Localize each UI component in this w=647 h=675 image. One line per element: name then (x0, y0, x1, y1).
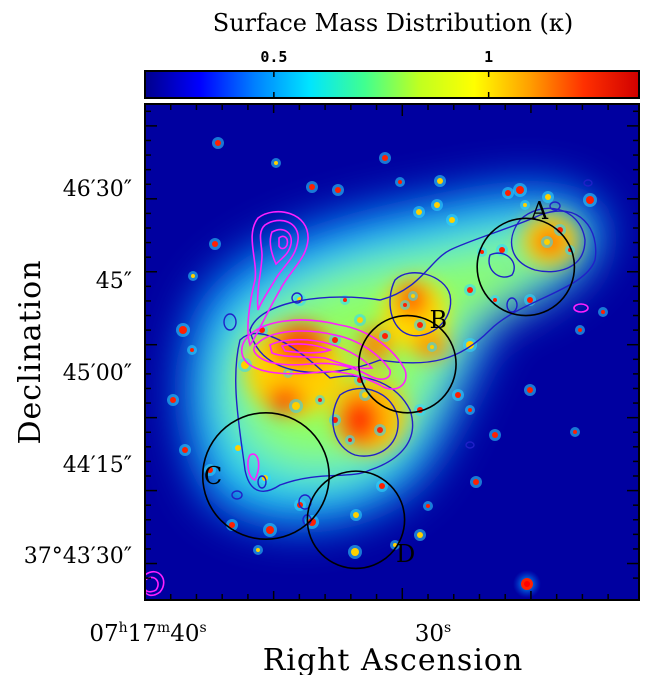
galaxy-point (545, 194, 551, 200)
galaxy-points (167, 137, 608, 559)
x-tick-labels: 07h17m40s 30s (89, 620, 451, 647)
galaxy-point (434, 202, 440, 208)
galaxy-point (170, 397, 176, 403)
x-tick-label: 07h17m40s (89, 620, 206, 647)
galaxy-point (382, 155, 388, 161)
galaxy-point (455, 392, 461, 398)
galaxy-point (473, 479, 479, 485)
galaxy-point (351, 548, 359, 556)
y-tick-label: 45″ (96, 269, 132, 294)
colorbar-ticks: 0.5 1 (260, 48, 493, 98)
galaxy-point (332, 417, 338, 423)
subcluster-circle-d (306, 470, 406, 570)
galaxy-point (416, 209, 422, 215)
galaxy-point (382, 333, 388, 339)
subcluster-label-c: C (204, 462, 222, 490)
galaxy-point (309, 184, 315, 190)
galaxy-point (601, 310, 605, 314)
galaxy-point (215, 140, 221, 146)
galaxy-point (417, 532, 423, 538)
galaxy-point (493, 298, 497, 302)
galaxy-point (437, 178, 443, 184)
galaxy-point (411, 294, 415, 298)
galaxy-point (426, 504, 430, 508)
mass-map: A B C D (145, 104, 639, 600)
galaxy-point (393, 543, 397, 547)
subcluster-circles: A B C D (201, 197, 576, 570)
galaxy-point (523, 203, 527, 207)
galaxy-point (191, 274, 195, 278)
colorbar-gradient (144, 70, 640, 99)
galaxy-point (229, 522, 235, 528)
galaxy-point (207, 467, 213, 473)
y-tick-labels: 46′30″ 45″ 45′00″ 44′15″ 37°43′30″ (24, 177, 132, 569)
subcluster-label-a: A (530, 197, 549, 225)
galaxy-point (332, 337, 338, 343)
galaxy-point (417, 322, 423, 328)
galaxy-point (480, 250, 484, 254)
galaxy-point (578, 328, 582, 332)
y-tick-label: 46′30″ (63, 177, 132, 202)
colorbar-tick-label: 0.5 (260, 48, 287, 66)
galaxy-point (362, 392, 368, 398)
y-tick-label: 44′15″ (63, 453, 132, 478)
galaxy-point (466, 341, 474, 349)
colorbar: 0.5 1 (144, 48, 640, 99)
galaxy-point (516, 186, 524, 194)
galaxy-point (357, 317, 363, 323)
galaxy-point (492, 432, 498, 438)
galaxy-point (353, 512, 359, 518)
y-tick-label: 45′00″ (63, 361, 132, 386)
plot-frame (144, 103, 640, 601)
galaxy-point (586, 196, 594, 204)
galaxy-point (398, 180, 402, 184)
galaxy-point (212, 241, 218, 247)
galaxy-point (274, 161, 278, 165)
axis-ticks (144, 104, 639, 600)
galaxy-point (318, 398, 322, 402)
galaxy-point (266, 526, 274, 534)
magenta-contours (145, 210, 589, 597)
y-tick-label: 37°43′30″ (24, 544, 132, 569)
subcluster-circle-b (358, 314, 457, 414)
galaxy-point (467, 287, 473, 293)
galaxy-point (527, 297, 533, 303)
chart-title: Surface Mass Distribution (κ) (213, 9, 573, 37)
galaxy-point (449, 217, 455, 223)
subcluster-label-b: B (429, 306, 447, 334)
galaxy-point (256, 548, 260, 552)
galaxy-point (573, 430, 577, 434)
galaxy-point (335, 187, 341, 193)
galaxy-point (190, 348, 194, 352)
galaxy-point (179, 326, 187, 334)
subcluster-circle-c (201, 411, 330, 541)
galaxy-point (403, 303, 407, 307)
galaxy-point (527, 387, 533, 393)
y-axis-label: Declination (13, 259, 48, 444)
galaxy-point (182, 447, 188, 453)
galaxy-point (499, 247, 505, 253)
galaxy-point (343, 298, 347, 302)
galaxy-point (292, 402, 300, 410)
galaxy-point (505, 190, 511, 196)
galaxy-point (377, 427, 383, 433)
x-tick-label: 30s (415, 620, 451, 647)
blue-contours (223, 179, 597, 526)
colorbar-tick-label: 1 (484, 48, 493, 66)
galaxy-point (241, 361, 249, 369)
subcluster-label-d: D (396, 540, 415, 568)
galaxy-point (235, 445, 241, 451)
subcluster-circle-a (476, 217, 576, 317)
galaxy-point (430, 345, 434, 349)
galaxy-point (379, 483, 385, 489)
galaxy-point (468, 408, 472, 412)
x-axis-label: Right Ascension (263, 643, 524, 675)
galaxy-point (348, 438, 352, 442)
galaxy-point (544, 239, 550, 245)
